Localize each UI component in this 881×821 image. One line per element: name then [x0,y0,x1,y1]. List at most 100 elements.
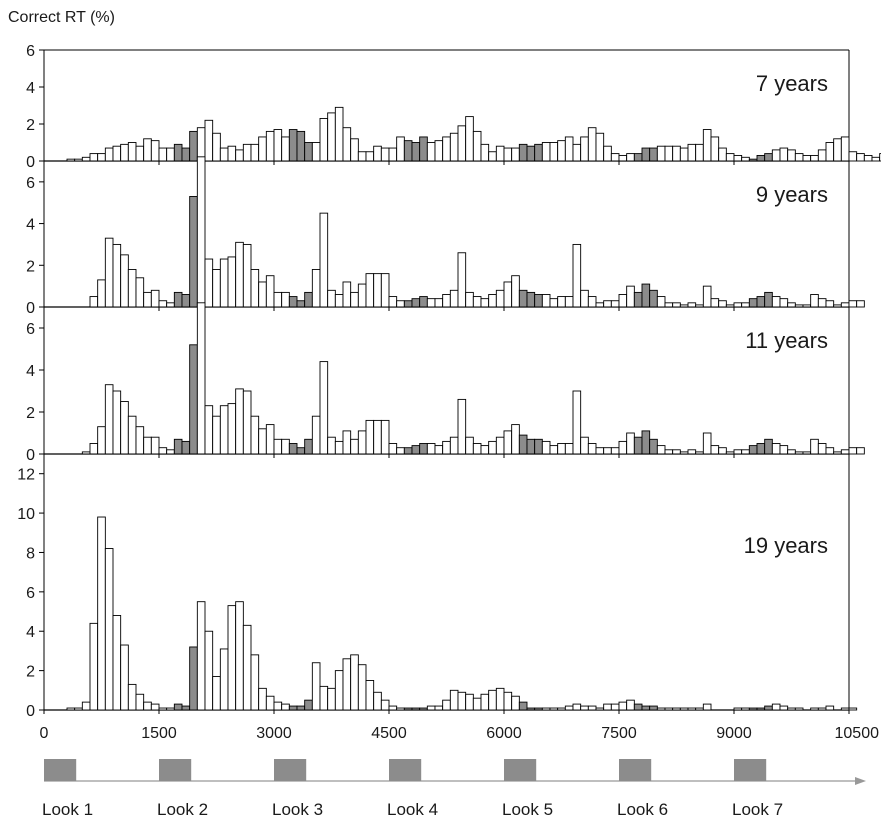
histogram-bar [403,300,413,308]
histogram-bar [465,436,474,455]
panel-2: 0 2 4 6 11 years [26,302,865,464]
histogram-bar [373,691,382,711]
histogram-bar [304,142,313,162]
histogram-bar [672,449,681,455]
histogram-bar [196,127,206,162]
histogram-bar [442,699,451,711]
histogram-bar [166,707,175,711]
histogram-bar [518,434,528,455]
look-window-block [274,759,307,781]
histogram-bar [465,116,474,162]
histogram-bar [442,294,451,308]
histogram-bar [472,443,482,455]
y-tick-label: 4 [26,80,35,97]
histogram-bar [656,707,666,711]
histogram-bar [204,258,214,308]
histogram-bar [825,142,835,162]
histogram-bar [304,291,313,308]
histogram-bar [173,438,183,455]
histogram-bar [526,707,536,711]
histogram-bar [541,707,551,711]
histogram-bar [480,143,490,162]
histogram-bar [235,388,244,455]
histogram-bar [810,154,819,162]
histogram-bar [311,415,321,455]
histogram-bar [518,701,528,711]
histogram-bar [235,601,244,711]
histogram-bar [549,445,559,455]
histogram-bar [748,298,758,308]
histogram-bar [81,156,91,162]
histogram-bar [334,106,344,162]
histogram-bar [189,344,198,455]
histogram-bar [794,707,804,711]
histogram-bar [97,516,106,711]
look-label: Look 5 [502,800,553,819]
histogram-bar [840,449,850,455]
histogram-bar [449,132,459,162]
histogram-bar [756,443,766,455]
histogram-bar [511,424,520,455]
histogram-bar [672,707,681,711]
histogram-bar [150,436,160,455]
y-tick-label: 2 [26,117,35,134]
histogram-bar [733,707,743,711]
histogram-bar [273,291,283,308]
x-tick-label: 0 [40,725,49,742]
histogram-bar [66,707,76,711]
histogram-bar [764,153,773,162]
histogram-bar [748,707,758,711]
histogram-bar [281,703,290,711]
histogram-bar [595,132,605,162]
histogram-bar [166,147,175,162]
histogram-bar [656,296,666,308]
histogram-bar [449,689,459,711]
histogram-bar [250,654,260,711]
histogram-bar [135,693,145,711]
histogram-bar [158,447,168,455]
histogram-bar [856,153,865,162]
histogram-bar [327,289,336,308]
histogram-bar [342,281,352,308]
histogram-bar [764,705,773,711]
histogram-bar [419,136,428,162]
histogram-bar [771,149,781,162]
histogram-bar [281,438,290,455]
y-tick-label: 6 [26,43,35,60]
histogram-bar [541,142,551,162]
histogram-bar [457,691,467,711]
histogram-bar [235,241,244,308]
histogram-bar [649,147,658,162]
histogram-bar [480,298,490,308]
histogram-panels: 0 2 4 6 7 years 0 2 4 6 9 years 0 2 4 6 11 years 0 2 4 6 8 1… [17,43,881,720]
histogram-bar [587,296,597,308]
histogram-bar [633,436,643,455]
histogram-bar [388,296,398,308]
histogram-bar [848,447,858,455]
histogram-bar [365,419,375,455]
histogram-bar [633,291,643,308]
histogram-bar [488,151,497,162]
look-window-block [44,759,77,781]
histogram-bar [465,291,474,308]
histogram-bar [817,443,827,455]
histogram-bar [603,703,612,711]
histogram-bar [488,440,497,455]
histogram-bar [196,156,206,308]
histogram-bar [587,443,597,455]
histogram-bar [779,147,789,162]
histogram-bar [357,664,367,711]
histogram-bar [304,438,313,455]
histogram-bar [112,615,122,711]
histogram-bar [227,605,237,711]
x-tick-label: 3000 [256,725,292,742]
histogram-bar [288,705,298,711]
histogram-bar [756,707,766,711]
histogram-bar [549,707,559,711]
histogram-bar [787,302,796,308]
histogram-bar [480,693,490,711]
histogram-bar [380,147,390,162]
histogram-bar [97,426,106,455]
histogram-bar [150,703,160,711]
histogram-bar [334,670,344,711]
